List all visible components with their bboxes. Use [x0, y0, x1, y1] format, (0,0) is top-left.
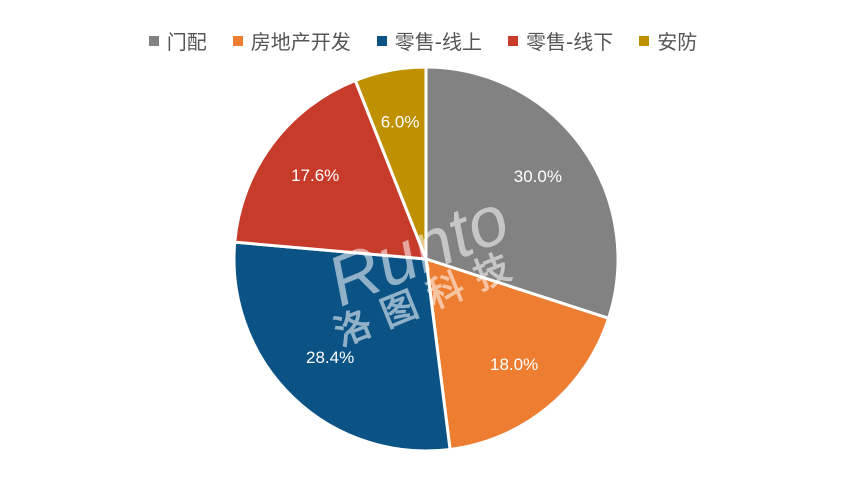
legend-label: 房地产开发 — [250, 30, 351, 54]
legend-item: 门配 — [148, 26, 207, 55]
pie-slice — [232, 240, 452, 453]
legend-swatch — [148, 35, 159, 46]
legend-label: 门配 — [166, 30, 207, 54]
legend-swatch — [639, 35, 650, 46]
data-label: 18.0% — [490, 355, 538, 374]
pie-slice — [353, 65, 428, 260]
legend-item: 零售-线上 — [376, 26, 482, 55]
legend-label: 零售-线下 — [526, 30, 614, 54]
legend-label: 安防 — [657, 30, 698, 54]
legend: 门配 房地产开发 零售-线上 零售-线下 安防 — [0, 26, 846, 55]
data-label: 17.6% — [291, 166, 339, 185]
data-label: 28.4% — [306, 348, 354, 367]
data-label: 6.0% — [381, 113, 420, 132]
legend-swatch — [232, 35, 243, 46]
pie-slice — [424, 65, 620, 321]
data-label: 30.0% — [514, 167, 562, 186]
legend-item: 房地产开发 — [232, 26, 351, 55]
pie-slice — [424, 256, 611, 452]
legend-item: 安防 — [639, 26, 697, 55]
legend-swatch — [508, 35, 518, 46]
legend-item: 零售-线下 — [508, 26, 613, 55]
pie-slice — [233, 78, 429, 261]
legend-swatch — [376, 35, 387, 46]
legend-label: 零售-线上 — [394, 30, 482, 54]
